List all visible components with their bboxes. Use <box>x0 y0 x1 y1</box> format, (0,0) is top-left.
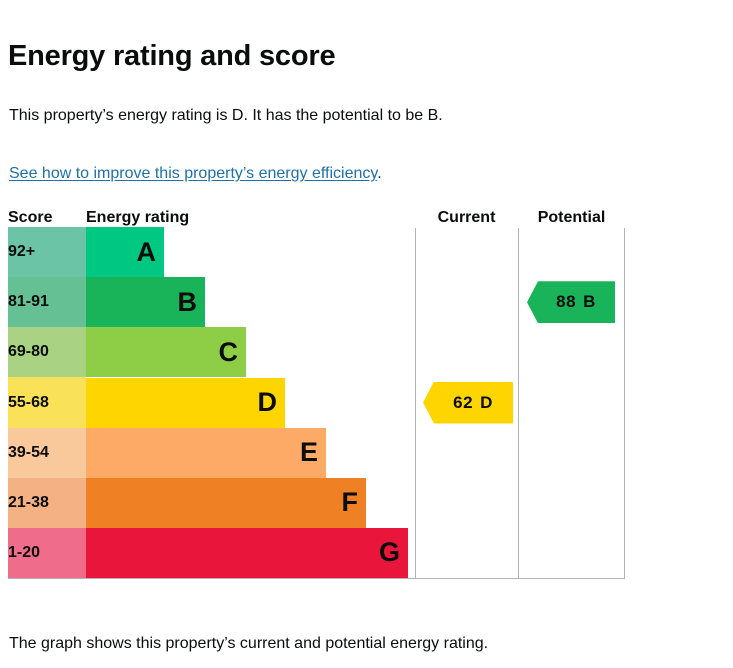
header-current: Current <box>437 209 496 227</box>
energy-rating-chart: Score Energy rating Current Potential 92… <box>8 200 625 578</box>
current-cell-f <box>415 478 518 528</box>
potential-cell-c <box>518 327 625 377</box>
current-rating-arrow: 62 D <box>423 381 513 424</box>
current-cell-g <box>415 528 518 578</box>
current-band-letter: D <box>480 392 493 412</box>
table-row: 39-54 E <box>8 427 625 478</box>
potential-cell-g <box>518 528 625 578</box>
rating-cell-b: B <box>86 277 415 328</box>
table-row: 1-20 G <box>8 527 625 578</box>
current-cell-a <box>415 227 518 277</box>
improve-efficiency-link-wrapper: See how to improve this property’s energ… <box>9 164 382 184</box>
rating-cell-c: C <box>86 327 415 378</box>
score-range-g: 1-20 <box>8 527 86 578</box>
table-row: 21-38 F <box>8 477 625 528</box>
rating-cell-d: D <box>86 377 415 428</box>
table-bottom-border <box>8 578 625 579</box>
score-range-b: 81-91 <box>8 277 86 328</box>
current-cell-c <box>415 327 518 377</box>
rating-cell-e: E <box>86 427 415 478</box>
current-cell-d: 62 D <box>415 377 518 427</box>
rating-letter-g: G <box>378 537 400 568</box>
header-score: Score <box>8 209 53 227</box>
rating-cell-a: A <box>86 227 415 278</box>
potential-rating-arrow: 88 B <box>527 281 615 324</box>
rating-letter-c: C <box>218 336 239 367</box>
current-score-value: 62 <box>453 392 474 412</box>
link-period: . <box>377 165 382 182</box>
potential-band-letter: B <box>583 292 596 312</box>
score-range-e: 39-54 <box>8 427 86 478</box>
current-cell-b <box>415 277 518 327</box>
potential-cell-a <box>518 227 625 277</box>
header-potential: Potential <box>537 209 606 227</box>
rating-bar-d: D <box>86 377 285 428</box>
table-row: 92+ A <box>8 227 625 278</box>
score-range-f: 21-38 <box>8 477 86 528</box>
potential-cell-d <box>518 377 625 427</box>
current-cell-e <box>415 428 518 478</box>
rating-bar-g: G <box>86 527 408 578</box>
header-energy-rating: Energy rating <box>86 209 190 227</box>
score-range-d: 55-68 <box>8 377 86 428</box>
rating-bar-a: A <box>86 227 164 278</box>
page-title: Energy rating and score <box>8 40 336 73</box>
rating-letter-e: E <box>299 437 318 468</box>
table-row: 55-68 D 62 D <box>8 377 625 428</box>
rating-letter-a: A <box>136 236 157 267</box>
rating-letter-f: F <box>341 487 359 518</box>
table-right-border <box>624 228 625 578</box>
rating-cell-f: F <box>86 477 415 528</box>
column-divider-potential <box>518 228 519 578</box>
rating-cell-g: G <box>86 527 415 578</box>
rating-bar-c: C <box>86 327 246 378</box>
chart-caption: The graph shows this property’s current … <box>9 635 489 652</box>
potential-cell-e <box>518 428 625 478</box>
improve-efficiency-link[interactable]: See how to improve this property’s energ… <box>9 165 378 182</box>
table-row: 81-91 B 88 B <box>8 277 625 328</box>
rating-bar-b: B <box>86 277 205 328</box>
rating-bar-f: F <box>86 477 366 528</box>
rating-bar-e: E <box>86 427 326 478</box>
potential-score-value: 88 <box>556 292 577 312</box>
score-range-c: 69-80 <box>8 327 86 378</box>
potential-cell-f <box>518 478 625 528</box>
column-divider-current <box>415 228 416 578</box>
potential-cell-b: 88 B <box>518 277 625 327</box>
rating-letter-d: D <box>257 387 278 417</box>
intro-text: This property’s energy rating is D. It h… <box>9 107 443 124</box>
rating-letter-b: B <box>177 286 198 317</box>
score-range-a: 92+ <box>8 227 86 278</box>
table-row: 69-80 C <box>8 327 625 378</box>
table-header-row: Score Energy rating Current Potential <box>8 200 625 227</box>
